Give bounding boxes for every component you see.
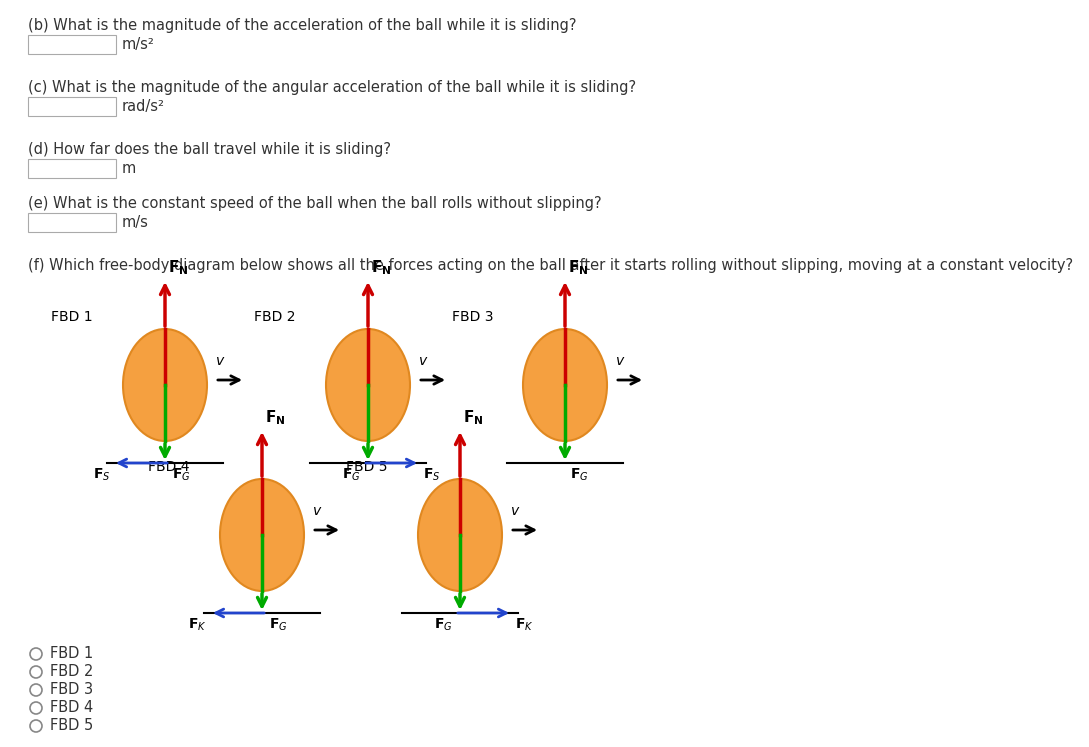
Text: $\mathbf{F}_G$: $\mathbf{F}_G$: [570, 467, 589, 483]
Text: $\mathbf{F}_\mathbf{N}$: $\mathbf{F}_\mathbf{N}$: [463, 409, 484, 427]
Bar: [28, 213, 117, 232]
Bar: [28, 97, 117, 116]
Text: FBD 3: FBD 3: [452, 310, 493, 324]
Bar: [28, 159, 117, 178]
Text: $\mathbf{F}_\mathbf{N}$: $\mathbf{F}_\mathbf{N}$: [568, 258, 588, 277]
Text: (b) What is the magnitude of the acceleration of the ball while it is sliding?: (b) What is the magnitude of the acceler…: [28, 18, 576, 33]
Text: $\mathbf{F}_\mathbf{N}$: $\mathbf{F}_\mathbf{N}$: [168, 258, 188, 277]
Text: FBD 4: FBD 4: [148, 460, 189, 474]
Ellipse shape: [220, 479, 304, 591]
Text: FBD 5: FBD 5: [346, 460, 388, 474]
Ellipse shape: [326, 329, 409, 441]
Text: m: m: [122, 161, 136, 176]
Ellipse shape: [523, 329, 607, 441]
Text: (f) Which free-body diagram below shows all the forces acting on the ball after : (f) Which free-body diagram below shows …: [28, 258, 1073, 273]
Text: $\mathbf{F}_S$: $\mathbf{F}_S$: [423, 467, 440, 483]
Text: $\mathbf{F}_G$: $\mathbf{F}_G$: [172, 467, 191, 483]
Text: $v$: $v$: [615, 354, 625, 368]
Text: $\mathbf{F}_S$: $\mathbf{F}_S$: [93, 467, 110, 483]
Text: m/s: m/s: [122, 215, 149, 230]
Text: $\mathbf{F}_G$: $\mathbf{F}_G$: [269, 617, 287, 633]
Text: $v$: $v$: [215, 354, 225, 368]
Text: FBD 2: FBD 2: [50, 665, 94, 680]
Text: $\mathbf{F}_K$: $\mathbf{F}_K$: [188, 617, 207, 633]
Text: (e) What is the constant speed of the ball when the ball rolls without slipping?: (e) What is the constant speed of the ba…: [28, 196, 601, 211]
Ellipse shape: [123, 329, 207, 441]
Text: (d) How far does the ball travel while it is sliding?: (d) How far does the ball travel while i…: [28, 142, 391, 157]
Text: (c) What is the magnitude of the angular acceleration of the ball while it is sl: (c) What is the magnitude of the angular…: [28, 80, 636, 95]
Text: $\mathbf{F}_\mathbf{N}$: $\mathbf{F}_\mathbf{N}$: [265, 409, 285, 427]
Text: $\mathbf{F}_\mathbf{N}$: $\mathbf{F}_\mathbf{N}$: [371, 258, 392, 277]
Text: FBD 5: FBD 5: [50, 719, 94, 734]
Text: FBD 1: FBD 1: [51, 310, 93, 324]
Text: $\mathbf{F}_G$: $\mathbf{F}_G$: [435, 617, 453, 633]
Text: $\mathbf{F}_G$: $\mathbf{F}_G$: [342, 467, 360, 483]
Text: FBD 2: FBD 2: [255, 310, 296, 324]
Text: FBD 3: FBD 3: [50, 683, 94, 698]
Text: $\mathbf{F}_K$: $\mathbf{F}_K$: [515, 617, 534, 633]
Bar: [28, 35, 117, 54]
Text: $v$: $v$: [313, 504, 322, 518]
Text: m/s²: m/s²: [122, 37, 155, 52]
Text: rad/s²: rad/s²: [122, 99, 166, 114]
Ellipse shape: [418, 479, 502, 591]
Text: $v$: $v$: [510, 504, 521, 518]
Text: FBD 1: FBD 1: [50, 646, 94, 662]
Text: FBD 4: FBD 4: [50, 701, 94, 716]
Text: $v$: $v$: [418, 354, 428, 368]
